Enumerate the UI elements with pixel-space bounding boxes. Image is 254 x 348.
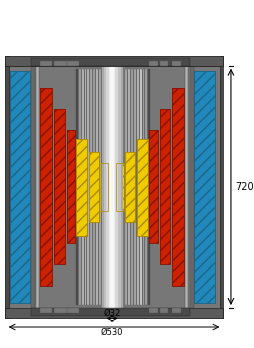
Bar	[125, 152, 135, 222]
Bar	[101, 163, 108, 211]
Bar	[40, 308, 52, 313]
Bar	[148, 69, 150, 305]
Bar	[190, 66, 194, 308]
Bar	[149, 130, 158, 243]
Bar	[194, 71, 215, 303]
Bar	[172, 87, 184, 286]
Bar	[54, 109, 65, 264]
Bar	[96, 69, 98, 305]
Bar	[160, 61, 168, 66]
Bar	[137, 69, 139, 305]
Bar	[31, 58, 190, 66]
Bar	[172, 308, 181, 313]
Bar	[104, 64, 121, 310]
Bar	[185, 66, 188, 308]
Bar	[9, 71, 30, 303]
Bar	[89, 152, 99, 222]
Bar	[116, 163, 123, 211]
Bar	[36, 66, 39, 308]
Bar	[106, 64, 118, 310]
Bar	[101, 163, 108, 211]
Bar	[125, 152, 135, 222]
Bar	[89, 152, 99, 222]
Text: 720: 720	[235, 182, 253, 192]
Bar	[67, 130, 75, 243]
Bar	[110, 64, 114, 310]
Bar	[125, 69, 127, 305]
Bar	[160, 109, 170, 264]
Bar	[160, 308, 168, 313]
Bar	[102, 64, 123, 310]
Bar	[149, 130, 158, 243]
Bar	[76, 139, 87, 236]
Bar	[9, 71, 30, 303]
Bar	[31, 308, 190, 316]
Bar	[67, 130, 75, 243]
Bar	[9, 71, 30, 303]
Bar	[40, 61, 52, 66]
Bar	[219, 56, 223, 317]
Bar	[128, 69, 130, 305]
Bar	[149, 308, 158, 313]
Bar	[82, 69, 84, 305]
Bar	[90, 69, 92, 305]
Bar	[109, 64, 115, 310]
Bar	[76, 69, 78, 305]
Bar	[172, 61, 181, 66]
Bar	[76, 139, 87, 236]
Bar	[54, 109, 65, 264]
Bar	[137, 139, 148, 236]
Bar	[194, 71, 215, 303]
Bar	[194, 71, 215, 303]
Bar	[67, 61, 79, 66]
Bar	[140, 69, 142, 305]
Bar	[79, 69, 81, 305]
Text: Ø32: Ø32	[104, 309, 121, 317]
Bar	[40, 87, 52, 286]
Bar	[160, 109, 170, 264]
Bar	[116, 163, 123, 211]
Bar	[134, 69, 136, 305]
Bar	[67, 130, 75, 243]
Bar	[172, 87, 184, 286]
Bar	[160, 109, 170, 264]
Bar	[5, 56, 9, 317]
Bar	[99, 69, 101, 305]
Text: Ø530: Ø530	[101, 328, 123, 337]
Bar	[40, 87, 52, 286]
Bar	[93, 69, 95, 305]
Bar	[5, 308, 223, 317]
Bar	[149, 61, 158, 66]
Bar	[54, 109, 65, 264]
Bar	[137, 139, 148, 236]
Bar	[5, 56, 223, 66]
Bar	[5, 66, 223, 308]
Bar	[89, 152, 99, 222]
Bar	[142, 69, 145, 305]
Bar	[76, 139, 87, 236]
Bar	[125, 152, 135, 222]
Bar	[87, 69, 89, 305]
Bar	[101, 163, 108, 211]
Bar	[145, 69, 147, 305]
Bar	[131, 69, 133, 305]
Bar	[137, 139, 148, 236]
Bar	[116, 163, 123, 211]
Bar	[31, 66, 35, 308]
Bar	[67, 308, 79, 313]
Bar	[54, 308, 67, 313]
Bar	[40, 87, 52, 286]
Bar	[172, 87, 184, 286]
Bar	[54, 61, 67, 66]
Bar	[149, 130, 158, 243]
Bar	[85, 69, 86, 305]
